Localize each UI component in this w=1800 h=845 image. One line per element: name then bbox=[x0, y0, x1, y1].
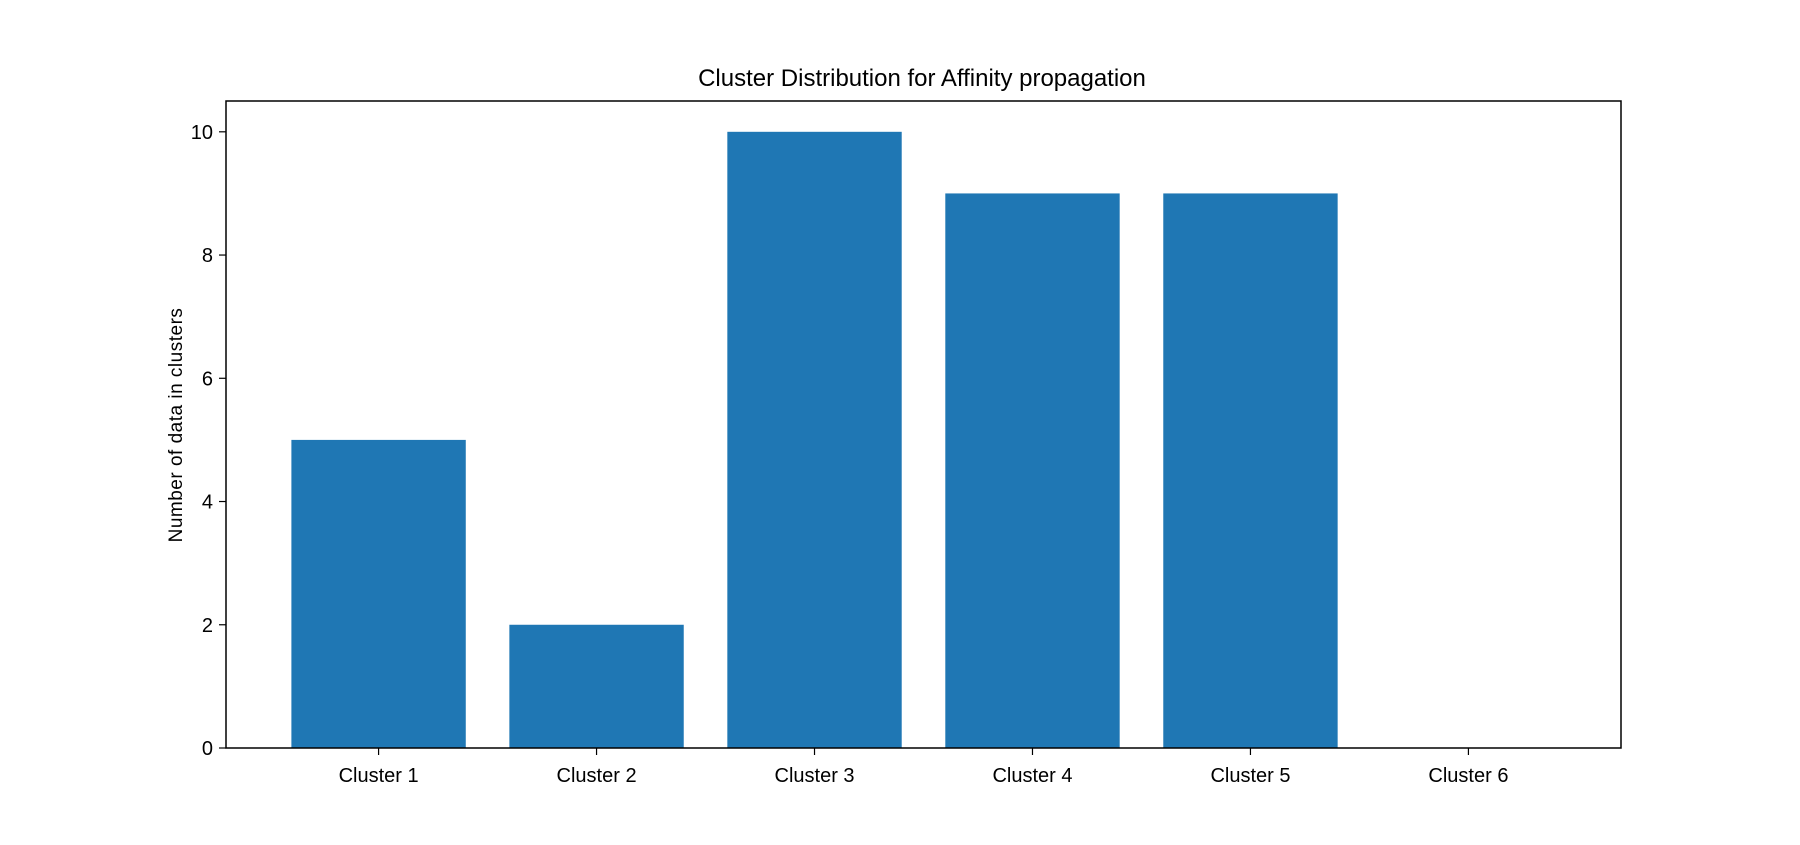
y-axis-ticks: 0 2 4 6 8 10 bbox=[191, 122, 226, 760]
x-tick-label: Cluster 1 bbox=[339, 765, 419, 787]
bar-5 bbox=[1163, 193, 1338, 748]
x-tick-label: Cluster 2 bbox=[557, 765, 637, 787]
bar-1 bbox=[291, 439, 466, 748]
x-tick-label: Cluster 3 bbox=[775, 765, 855, 787]
y-tick-label: 4 bbox=[202, 492, 213, 514]
y-tick-label: 8 bbox=[202, 245, 213, 267]
bars-group bbox=[291, 131, 1338, 748]
x-tick-label: Cluster 5 bbox=[1210, 765, 1290, 787]
bar-2 bbox=[509, 624, 684, 748]
chart-title: Cluster Distribution for Affinity propag… bbox=[698, 65, 1146, 92]
bar-3 bbox=[727, 131, 902, 748]
x-tick-label: Cluster 6 bbox=[1428, 765, 1508, 787]
bar-4 bbox=[945, 193, 1120, 748]
x-axis-ticks: Cluster 1 Cluster 2 Cluster 3 Cluster 4 Clus… bbox=[339, 748, 1508, 787]
y-tick-label: 2 bbox=[202, 615, 213, 637]
y-axis-label: Number of data in clusters bbox=[166, 308, 187, 543]
y-tick-label: 0 bbox=[202, 738, 213, 760]
plot-frame bbox=[225, 100, 1622, 749]
x-tick-label: Cluster 4 bbox=[992, 765, 1072, 787]
y-tick-label: 10 bbox=[191, 122, 213, 144]
y-tick-label: 6 bbox=[202, 368, 213, 390]
